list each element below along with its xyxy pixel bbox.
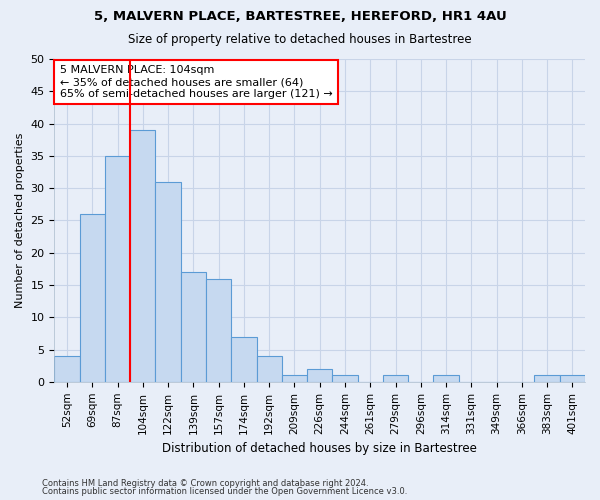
Y-axis label: Number of detached properties: Number of detached properties xyxy=(15,132,25,308)
Text: 5 MALVERN PLACE: 104sqm
← 35% of detached houses are smaller (64)
65% of semi-de: 5 MALVERN PLACE: 104sqm ← 35% of detache… xyxy=(60,66,332,98)
Bar xyxy=(130,130,155,382)
Bar xyxy=(307,369,332,382)
Bar xyxy=(155,182,181,382)
Bar xyxy=(433,376,458,382)
Text: Contains HM Land Registry data © Crown copyright and database right 2024.: Contains HM Land Registry data © Crown c… xyxy=(42,478,368,488)
Bar xyxy=(535,376,560,382)
Bar xyxy=(206,278,231,382)
Bar xyxy=(560,376,585,382)
Bar xyxy=(80,214,105,382)
Bar xyxy=(282,376,307,382)
Bar xyxy=(257,356,282,382)
Bar xyxy=(55,356,80,382)
Bar xyxy=(105,156,130,382)
Bar xyxy=(332,376,358,382)
Text: 5, MALVERN PLACE, BARTESTREE, HEREFORD, HR1 4AU: 5, MALVERN PLACE, BARTESTREE, HEREFORD, … xyxy=(94,10,506,23)
Text: Contains public sector information licensed under the Open Government Licence v3: Contains public sector information licen… xyxy=(42,487,407,496)
X-axis label: Distribution of detached houses by size in Bartestree: Distribution of detached houses by size … xyxy=(162,442,477,455)
Bar xyxy=(383,376,408,382)
Text: Size of property relative to detached houses in Bartestree: Size of property relative to detached ho… xyxy=(128,32,472,46)
Bar xyxy=(231,336,257,382)
Bar xyxy=(181,272,206,382)
